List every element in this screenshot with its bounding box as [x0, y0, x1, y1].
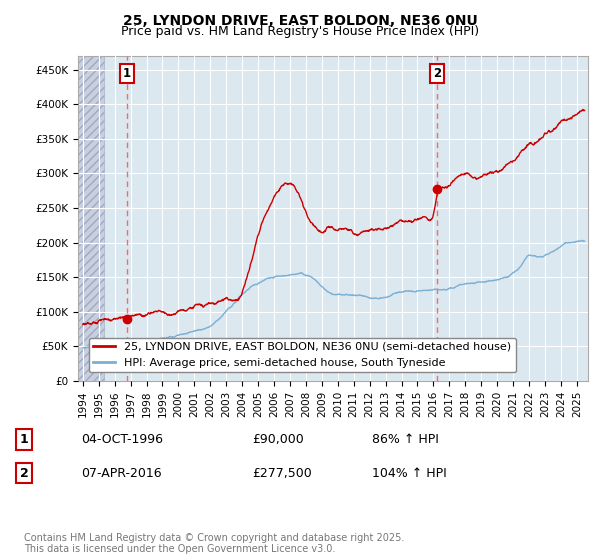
- Text: 04-OCT-1996: 04-OCT-1996: [81, 433, 163, 446]
- Text: 2: 2: [433, 67, 442, 81]
- Text: £90,000: £90,000: [252, 433, 304, 446]
- Text: 25, LYNDON DRIVE, EAST BOLDON, NE36 0NU: 25, LYNDON DRIVE, EAST BOLDON, NE36 0NU: [122, 14, 478, 28]
- Text: 07-APR-2016: 07-APR-2016: [81, 466, 161, 480]
- Text: Price paid vs. HM Land Registry's House Price Index (HPI): Price paid vs. HM Land Registry's House …: [121, 25, 479, 38]
- Legend: 25, LYNDON DRIVE, EAST BOLDON, NE36 0NU (semi-detached house), HPI: Average pric: 25, LYNDON DRIVE, EAST BOLDON, NE36 0NU …: [89, 338, 516, 372]
- Text: 86% ↑ HPI: 86% ↑ HPI: [372, 433, 439, 446]
- Text: 2: 2: [20, 466, 28, 480]
- Text: Contains HM Land Registry data © Crown copyright and database right 2025.
This d: Contains HM Land Registry data © Crown c…: [24, 533, 404, 554]
- Text: 104% ↑ HPI: 104% ↑ HPI: [372, 466, 447, 480]
- Text: 1: 1: [122, 67, 131, 81]
- Text: 1: 1: [20, 433, 28, 446]
- Text: £277,500: £277,500: [252, 466, 312, 480]
